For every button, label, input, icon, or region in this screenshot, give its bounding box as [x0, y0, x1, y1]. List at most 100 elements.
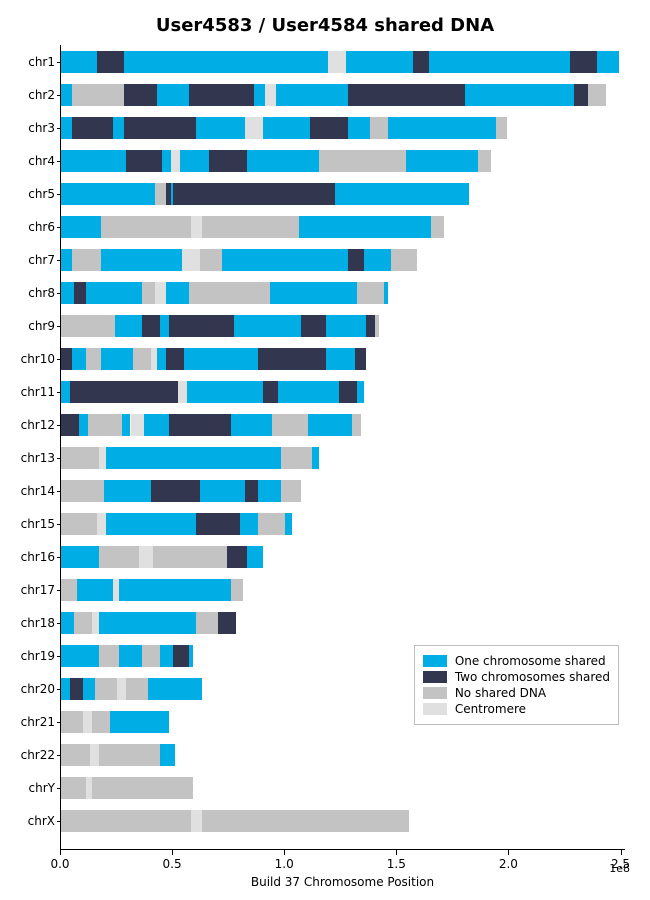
segment	[240, 513, 258, 535]
segment	[182, 249, 200, 271]
segment	[352, 414, 361, 436]
segment	[196, 513, 241, 535]
segment	[281, 480, 301, 502]
x-axis-exponent: 1e8	[609, 862, 630, 875]
segment	[113, 579, 120, 601]
segment	[364, 249, 391, 271]
chromosome-row	[61, 150, 626, 172]
y-tick-label: chr15	[7, 513, 55, 535]
x-tick	[60, 850, 61, 855]
segment	[88, 414, 122, 436]
segment	[270, 282, 357, 304]
legend-item: Two chromosomes shared	[423, 670, 610, 684]
segment	[122, 414, 131, 436]
segment	[61, 348, 72, 370]
y-tick	[57, 557, 61, 558]
chromosome-row	[61, 480, 626, 502]
y-tick	[57, 161, 61, 162]
segment	[157, 348, 166, 370]
segment	[465, 84, 575, 106]
segment	[126, 678, 148, 700]
y-tick-label: chrX	[7, 810, 55, 832]
segment	[348, 117, 370, 139]
chromosome-row	[61, 612, 626, 634]
chart-container: User4583 / User4584 shared DNA 0.00.51.0…	[0, 0, 650, 900]
plot-area	[60, 45, 625, 850]
segment	[61, 447, 99, 469]
segment	[171, 150, 180, 172]
segment	[151, 348, 158, 370]
legend-swatch	[423, 671, 447, 683]
segment	[258, 480, 280, 502]
chromosome-row	[61, 216, 626, 238]
chromosome-row	[61, 249, 626, 271]
segment	[99, 546, 139, 568]
y-tick	[57, 359, 61, 360]
segment	[366, 315, 375, 337]
chromosome-row	[61, 84, 626, 106]
legend-swatch	[423, 655, 447, 667]
legend-swatch	[423, 687, 447, 699]
segment	[431, 216, 444, 238]
segment	[61, 183, 155, 205]
segment	[113, 117, 124, 139]
segment	[72, 348, 85, 370]
chromosome-row	[61, 777, 626, 799]
legend: One chromosome sharedTwo chromosomes sha…	[414, 645, 619, 725]
y-tick	[57, 821, 61, 822]
segment	[106, 513, 196, 535]
segment	[79, 414, 88, 436]
segment	[160, 315, 169, 337]
segment	[144, 414, 169, 436]
segment	[61, 612, 74, 634]
y-tick-label: chr19	[7, 645, 55, 667]
x-tick-label: 1.0	[275, 857, 294, 871]
segment	[189, 645, 193, 667]
segment	[70, 678, 83, 700]
segment	[97, 51, 124, 73]
segment	[61, 216, 101, 238]
y-tick-label: chr8	[7, 282, 55, 304]
segment	[61, 810, 191, 832]
y-tick	[57, 425, 61, 426]
segment	[92, 711, 110, 733]
y-tick-label: chr9	[7, 315, 55, 337]
segment	[209, 150, 247, 172]
y-tick	[57, 293, 61, 294]
x-tick	[621, 850, 622, 855]
segment	[388, 117, 496, 139]
y-tick	[57, 95, 61, 96]
segment	[391, 249, 418, 271]
y-tick-label: chr5	[7, 183, 55, 205]
segment	[258, 513, 285, 535]
y-tick-label: chr4	[7, 150, 55, 172]
segment	[72, 249, 101, 271]
y-tick-label: chr6	[7, 216, 55, 238]
segment	[61, 513, 97, 535]
y-tick-label: chr13	[7, 447, 55, 469]
segment	[348, 249, 364, 271]
segment	[339, 381, 357, 403]
chromosome-row	[61, 447, 626, 469]
segment	[61, 84, 72, 106]
segment	[61, 678, 70, 700]
segment	[478, 150, 491, 172]
segment	[106, 447, 281, 469]
segment	[301, 315, 326, 337]
x-tick	[396, 850, 397, 855]
segment	[160, 744, 176, 766]
segment	[155, 282, 166, 304]
segment	[74, 612, 92, 634]
segment	[74, 282, 85, 304]
y-tick	[57, 623, 61, 624]
segment	[326, 348, 355, 370]
x-tick-label: 0.0	[50, 857, 69, 871]
segment	[278, 381, 339, 403]
x-tick-label: 1.5	[387, 857, 406, 871]
segment	[169, 414, 232, 436]
segment	[189, 84, 254, 106]
y-tick-label: chr21	[7, 711, 55, 733]
y-tick	[57, 722, 61, 723]
segment	[124, 84, 158, 106]
chromosome-row	[61, 117, 626, 139]
